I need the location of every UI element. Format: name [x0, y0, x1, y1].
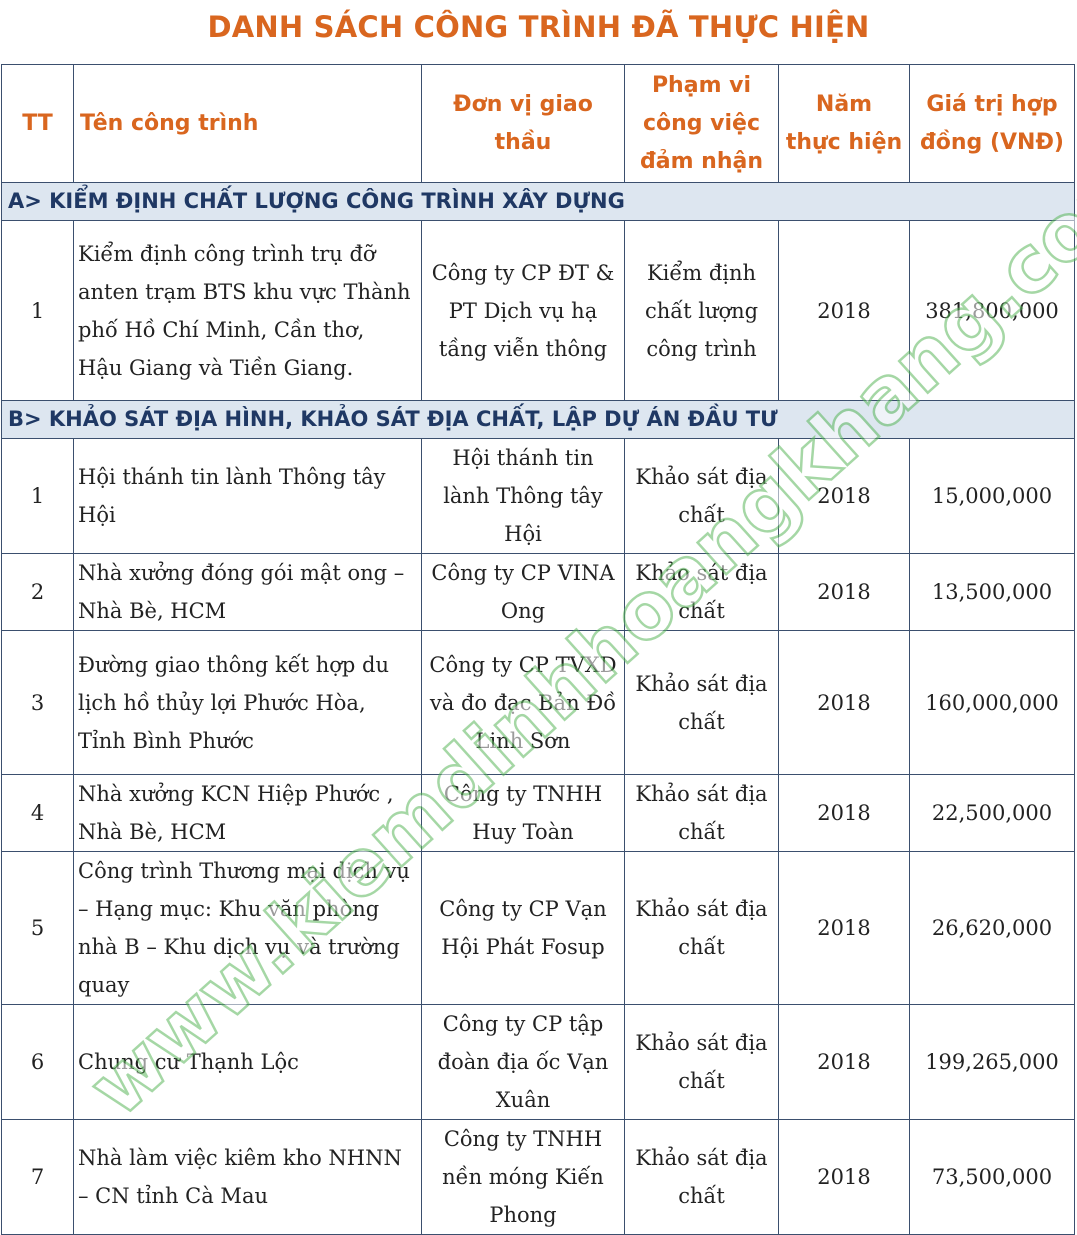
- cell-unit: Công ty CP Vạn Hội Phát Fosup: [421, 851, 625, 1005]
- table-row: 5 Công trình Thương mại dịch vụ – Hạng m…: [1, 851, 1075, 1005]
- cell-scope: Khảo sát địa chất: [624, 553, 779, 631]
- cell-year: 2018: [778, 553, 910, 631]
- cell-value: 199,265,000: [909, 1004, 1075, 1120]
- table-row: 7 Nhà làm việc kiêm kho NHNN – CN tỉnh C…: [1, 1119, 1075, 1235]
- cell-year: 2018: [778, 220, 910, 401]
- cell-unit: Công ty CP tập đoàn địa ốc Vạn Xuân: [421, 1004, 625, 1120]
- cell-value: 13,500,000: [909, 553, 1075, 631]
- cell-unit: Công ty CP ĐT & PT Dịch vụ hạ tầng viễn …: [421, 220, 625, 401]
- header-unit: Đơn vị giao thầu: [421, 64, 625, 183]
- cell-scope: Kiểm định chất lượng công trình: [624, 220, 779, 401]
- cell-value: 160,000,000: [909, 630, 1075, 775]
- cell-scope: Khảo sát địa chất: [624, 630, 779, 775]
- header-tt: TT: [1, 64, 74, 183]
- cell-tt: 7: [1, 1119, 74, 1235]
- header-name: Tên công trình: [73, 64, 422, 183]
- cell-year: 2018: [778, 851, 910, 1005]
- table-row: 6 Chung cư Thạnh Lộc Công ty CP tập đoàn…: [1, 1004, 1075, 1120]
- header-scope: Phạm vi công việc đảm nhận: [624, 64, 779, 183]
- cell-tt: 4: [1, 774, 74, 852]
- cell-name: Công trình Thương mại dịch vụ – Hạng mục…: [73, 851, 422, 1005]
- table-header-row: TT Tên công trình Đơn vị giao thầu Phạm …: [1, 64, 1075, 183]
- cell-tt: 5: [1, 851, 74, 1005]
- cell-tt: 1: [1, 438, 74, 554]
- cell-name: Đường giao thông kết hợp du lịch hồ thủy…: [73, 630, 422, 775]
- table-row: 1 Kiểm định công trình trụ đỡ anten trạm…: [1, 220, 1075, 401]
- page-title: DANH SÁCH CÔNG TRÌNH ĐÃ THỰC HIỆN: [207, 10, 870, 44]
- cell-tt: 2: [1, 553, 74, 631]
- section-a-row: A> KIỂM ĐỊNH CHẤT LƯỢNG CÔNG TRÌNH XÂY D…: [1, 182, 1075, 221]
- cell-scope: Khảo sát địa chất: [624, 774, 779, 852]
- cell-unit: Công ty TNHH Huy Toàn: [421, 774, 625, 852]
- cell-tt: 1: [1, 220, 74, 401]
- cell-tt: 6: [1, 1004, 74, 1120]
- cell-tt: 3: [1, 630, 74, 775]
- cell-name: Hội thánh tin lành Thông tây Hội: [73, 438, 422, 554]
- table-row: 4 Nhà xưởng KCN Hiệp Phước , Nhà Bè, HCM…: [1, 774, 1075, 852]
- cell-name: Kiểm định công trình trụ đỡ anten trạm B…: [73, 220, 422, 401]
- cell-value: 22,500,000: [909, 774, 1075, 852]
- projects-table: TT Tên công trình Đơn vị giao thầu Phạm …: [1, 64, 1075, 1235]
- table-row: 1 Hội thánh tin lành Thông tây Hội Hội t…: [1, 438, 1075, 554]
- cell-unit: Công ty TNHH nền móng Kiến Phong: [421, 1119, 625, 1235]
- section-title: A> KIỂM ĐỊNH CHẤT LƯỢNG CÔNG TRÌNH XÂY D…: [1, 182, 1075, 221]
- cell-unit: Hội thánh tin lành Thông tây Hội: [421, 438, 625, 554]
- cell-unit: Công ty CP TVXD và đo đạc Bản Đồ Linh Sơ…: [421, 630, 625, 775]
- cell-name: Nhà làm việc kiêm kho NHNN – CN tỉnh Cà …: [73, 1119, 422, 1235]
- cell-year: 2018: [778, 774, 910, 852]
- cell-value: 15,000,000: [909, 438, 1075, 554]
- cell-year: 2018: [778, 630, 910, 775]
- section-b-row: B> KHẢO SÁT ĐỊA HÌNH, KHẢO SÁT ĐỊA CHẤT,…: [1, 400, 1075, 439]
- cell-name: Chung cư Thạnh Lộc: [73, 1004, 422, 1120]
- cell-scope: Khảo sát địa chất: [624, 1119, 779, 1235]
- header-value: Giá trị hợp đồng (VNĐ): [909, 64, 1075, 183]
- cell-scope: Khảo sát địa chất: [624, 851, 779, 1005]
- cell-scope: Khảo sát địa chất: [624, 438, 779, 554]
- section-title: B> KHẢO SÁT ĐỊA HÌNH, KHẢO SÁT ĐỊA CHẤT,…: [1, 400, 1075, 439]
- cell-value: 26,620,000: [909, 851, 1075, 1005]
- cell-value: 381,800,000: [909, 220, 1075, 401]
- table-row: 2 Nhà xưởng đóng gói mật ong – Nhà Bè, H…: [1, 553, 1075, 631]
- cell-scope: Khảo sát địa chất: [624, 1004, 779, 1120]
- cell-year: 2018: [778, 1004, 910, 1120]
- cell-name: Nhà xưởng KCN Hiệp Phước , Nhà Bè, HCM: [73, 774, 422, 852]
- cell-name: Nhà xưởng đóng gói mật ong – Nhà Bè, HCM: [73, 553, 422, 631]
- table-row: 3 Đường giao thông kết hợp du lịch hồ th…: [1, 630, 1075, 775]
- cell-unit: Công ty CP VINA Ong: [421, 553, 625, 631]
- cell-year: 2018: [778, 438, 910, 554]
- header-year: Năm thực hiện: [778, 64, 910, 183]
- cell-year: 2018: [778, 1119, 910, 1235]
- cell-value: 73,500,000: [909, 1119, 1075, 1235]
